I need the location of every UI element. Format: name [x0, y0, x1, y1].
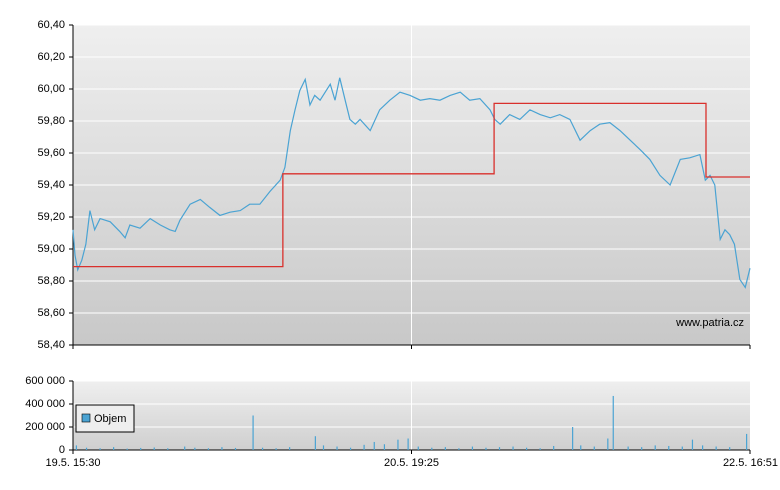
y-tick-label: 59,60	[37, 147, 65, 159]
y-tick-label: 400 000	[25, 398, 65, 410]
legend-label: Objem	[94, 413, 126, 425]
y-tick-label: 58,60	[37, 307, 65, 319]
x-tick-label: 20.5. 19:25	[384, 457, 439, 469]
y-tick-label: 200 000	[25, 421, 65, 433]
y-tick-label: 60,40	[37, 19, 65, 31]
y-tick-label: 60,00	[37, 83, 65, 95]
step-line	[73, 102, 750, 268]
y-tick-label: 58,40	[37, 339, 65, 351]
legend-swatch	[81, 413, 91, 423]
y-tick-label: 0	[59, 444, 65, 456]
y-tick-label: 60,20	[37, 51, 65, 63]
y-tick-label: 59,00	[37, 243, 65, 255]
y-tick-label: 59,80	[37, 115, 65, 127]
y-tick-label: 59,40	[37, 179, 65, 191]
annotation: www.patria.cz	[675, 317, 744, 329]
y-tick-label: 600 000	[25, 375, 65, 387]
x-tick-label: 22.5. 16:51	[723, 457, 778, 469]
y-tick-label: 58,80	[37, 275, 65, 287]
price-line	[72, 77, 751, 289]
x-tick-label: 19.5. 15:30	[45, 457, 100, 469]
y-tick-label: 59,20	[37, 211, 65, 223]
